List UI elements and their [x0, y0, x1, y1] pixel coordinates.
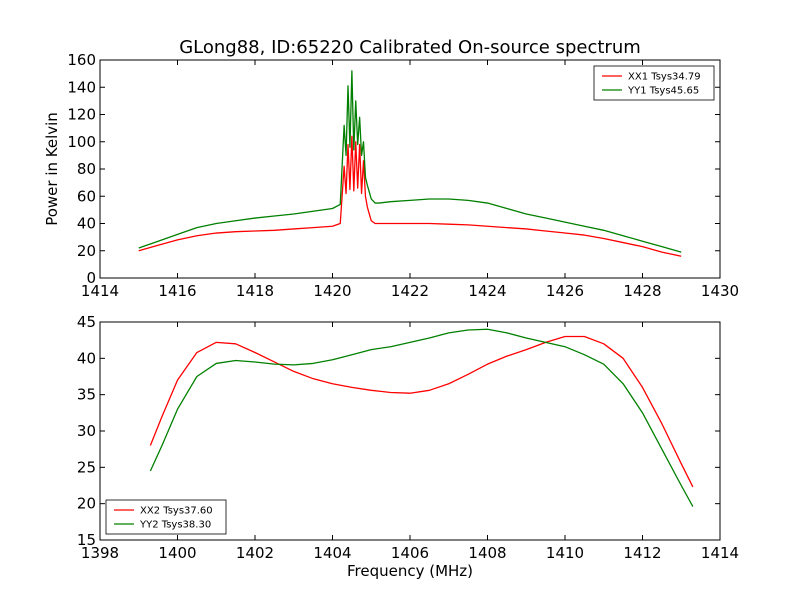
top-y-tick-label: 120	[67, 106, 96, 124]
top-panel: 1414 1416 1418 1420 1422 1424 1426 1428 1430 0 20 4…	[67, 51, 739, 300]
top-y-tick-label: 20	[77, 242, 96, 260]
bottom-legend-label-1: XX2 Tsys37.60	[140, 506, 213, 517]
top-x-tick-label: 1414	[81, 282, 119, 300]
bottom-x-tick-label: 1400	[158, 544, 196, 562]
bottom-legend-label-2: YY2 Tsys38.30	[139, 520, 211, 531]
bottom-x-tick-label: 1412	[623, 544, 661, 562]
top-y-tick-label: 100	[67, 133, 96, 151]
bottom-x-tick-label: 1410	[546, 544, 584, 562]
top-y-tick-label: 140	[67, 78, 96, 96]
bottom-y-tick-label: 30	[77, 422, 96, 440]
bottom-x-axis-label: Frequency (MHz)	[347, 562, 473, 580]
bottom-series-line-1	[149, 335, 694, 488]
top-y-tick-label: 160	[67, 51, 96, 69]
bottom-y-tick-label: 35	[77, 386, 96, 404]
chart-title: GLong88, ID:65220 Calibrated On-source s…	[179, 37, 641, 58]
top-legend: XX1 Tsys34.79 YY1 Tsys45.65	[593, 65, 715, 101]
bottom-y-tick-label: 25	[77, 458, 96, 476]
bottom-x-tick-label: 1402	[236, 544, 274, 562]
bottom-panel: 1398 1400 1402 1404 1406 1408 1410 1412 1414 15 20…	[77, 313, 739, 562]
bottom-x-tick-label: 1398	[81, 544, 119, 562]
bottom-x-tick-label: 1408	[468, 544, 506, 562]
bottom-y-tick-label: 20	[77, 495, 96, 513]
bottom-y-tick-label: 15	[77, 531, 96, 549]
top-y-tick-label: 40	[77, 215, 96, 233]
top-x-tick-label: 1428	[623, 282, 661, 300]
top-legend-box	[593, 65, 715, 101]
top-x-tick-label: 1426	[546, 282, 584, 300]
bottom-x-tick-label: 1414	[701, 544, 739, 562]
top-x-tick-label: 1430	[701, 282, 739, 300]
bottom-legend-box	[105, 499, 227, 535]
bottom-x-tick-label: 1406	[391, 544, 429, 562]
bottom-x-tick-label: 1404	[313, 544, 351, 562]
top-y-tick-label: 60	[77, 187, 96, 205]
top-series-line-2	[138, 70, 682, 253]
bottom-series-line-2	[149, 328, 694, 507]
top-y-tick-label: 80	[77, 160, 96, 178]
top-x-tick-label: 1422	[391, 282, 429, 300]
top-x-tick-label: 1416	[158, 282, 196, 300]
bottom-y-tick-label: 40	[77, 349, 96, 367]
bottom-y-tick-label: 45	[77, 313, 96, 331]
top-legend-label-2: YY1 Tsys45.65	[627, 86, 699, 97]
top-series-line-1	[138, 135, 682, 257]
top-x-tick-label: 1418	[236, 282, 274, 300]
top-y-axis-label: Power in Kelvin	[43, 112, 61, 226]
top-legend-label-1: XX1 Tsys34.79	[628, 72, 701, 83]
bottom-legend: XX2 Tsys37.60 YY2 Tsys38.30	[105, 499, 227, 535]
top-x-tick-label: 1420	[313, 282, 351, 300]
top-y-tick-label: 0	[86, 269, 96, 287]
top-x-tick-label: 1424	[468, 282, 506, 300]
